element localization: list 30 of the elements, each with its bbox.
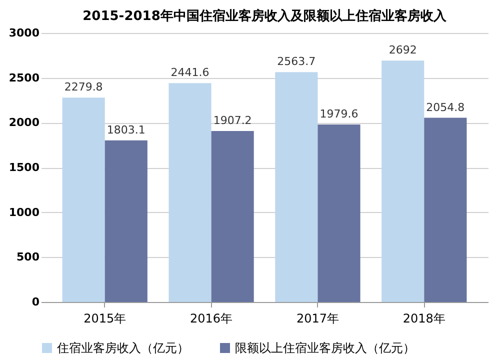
x-tick-label: 2018年 [402, 312, 446, 326]
y-tick-label: 1000 [8, 206, 40, 219]
y-tick-label: 0 [32, 296, 40, 308]
data-label: 2563.7 [277, 55, 316, 68]
data-label: 2279.8 [64, 80, 103, 94]
y-tick-label: 500 [16, 250, 40, 264]
y-tick-label: 2000 [8, 116, 40, 130]
data-label: 2441.6 [170, 66, 210, 80]
data-label: 1907.2 [213, 114, 252, 127]
legend-label: 住宿业客房收入（亿元） [56, 341, 189, 355]
bar [318, 124, 360, 302]
legend-label: 限额以上住宿业客房收入（亿元） [235, 341, 415, 355]
bar [104, 140, 148, 302]
bar [424, 118, 467, 302]
bar [62, 98, 105, 302]
bar [382, 60, 424, 302]
y-tick-label: 2500 [8, 71, 40, 84]
x-tick-label: 2015年 [84, 312, 126, 326]
x-tick-label: 2016年 [190, 312, 233, 326]
bar [168, 83, 212, 302]
data-label: 1803.1 [106, 123, 146, 136]
data-label: 2692 [388, 44, 417, 57]
bar [211, 130, 254, 302]
chart-title: 2015-2018年中国住宿业客房收入及限额以上住宿业客房收入 [82, 8, 448, 24]
data-label: 1979.6 [320, 107, 358, 120]
data-label: 2054.8 [426, 100, 465, 114]
bar [275, 72, 318, 302]
y-tick-label: 3000 [8, 26, 40, 40]
x-tick-label: 2017年 [296, 312, 339, 326]
y-tick-label: 1500 [8, 161, 40, 174]
